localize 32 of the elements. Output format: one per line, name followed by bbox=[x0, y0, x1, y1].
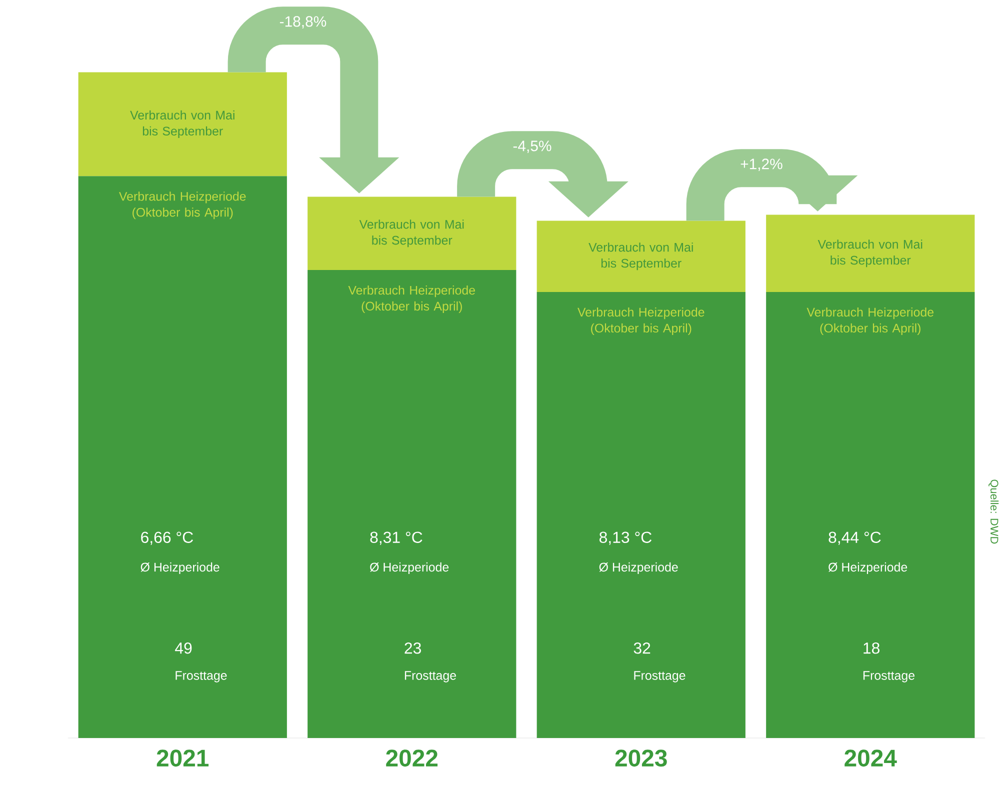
source-note: Quelle: DWD bbox=[988, 480, 999, 544]
series-label: Verbrauch von Mai bis September bbox=[588, 242, 693, 270]
annotation: Ø Heizperiode bbox=[140, 562, 220, 574]
annotation: 18 bbox=[864, 642, 880, 654]
annotation: Frosttage bbox=[404, 671, 456, 682]
annotation: 6,66 °C bbox=[141, 532, 194, 545]
annotation: 32 bbox=[634, 642, 650, 654]
text: Verbrauch von Mai bis September bbox=[818, 240, 922, 268]
annotation: +1,2% bbox=[740, 158, 782, 171]
x-tick-label: 2024 bbox=[844, 750, 897, 767]
annotation: 8,44 °C bbox=[828, 532, 881, 545]
text: Verbrauch Heizperiode (Oktober bis April) bbox=[578, 307, 704, 336]
text: Verbrauch Heizperiode (Oktober bis April) bbox=[348, 285, 475, 314]
annotation: Frosttage bbox=[863, 671, 914, 682]
annotation: 8,31 °C bbox=[370, 532, 422, 545]
annotation: Frosttage bbox=[176, 671, 227, 682]
annotation: 49 bbox=[175, 642, 192, 654]
series-label: Verbrauch Heizperiode (Oktober bis April) bbox=[119, 192, 246, 220]
annotation: Frosttage bbox=[634, 671, 686, 682]
x-tick-label: 2022 bbox=[386, 750, 438, 767]
text: Verbrauch von Mai bis September bbox=[130, 110, 234, 138]
annotation: Ø Heizperiode bbox=[828, 562, 908, 574]
text: Verbrauch Heizperiode (Oktober bis April) bbox=[806, 307, 934, 336]
annotation: 8,13 °C bbox=[599, 532, 652, 545]
annotation: 23 bbox=[404, 642, 421, 654]
annotation: -4,5% bbox=[513, 140, 552, 153]
text: Verbrauch von Mai bis September bbox=[359, 220, 464, 248]
x-tick-label: 2023 bbox=[615, 750, 667, 767]
x-tick-label: 2021 bbox=[156, 750, 209, 767]
text: -18,8% bbox=[280, 16, 326, 29]
annotation: Ø Heizperiode bbox=[599, 562, 678, 574]
annotation: Ø Heizperiode bbox=[370, 562, 449, 574]
